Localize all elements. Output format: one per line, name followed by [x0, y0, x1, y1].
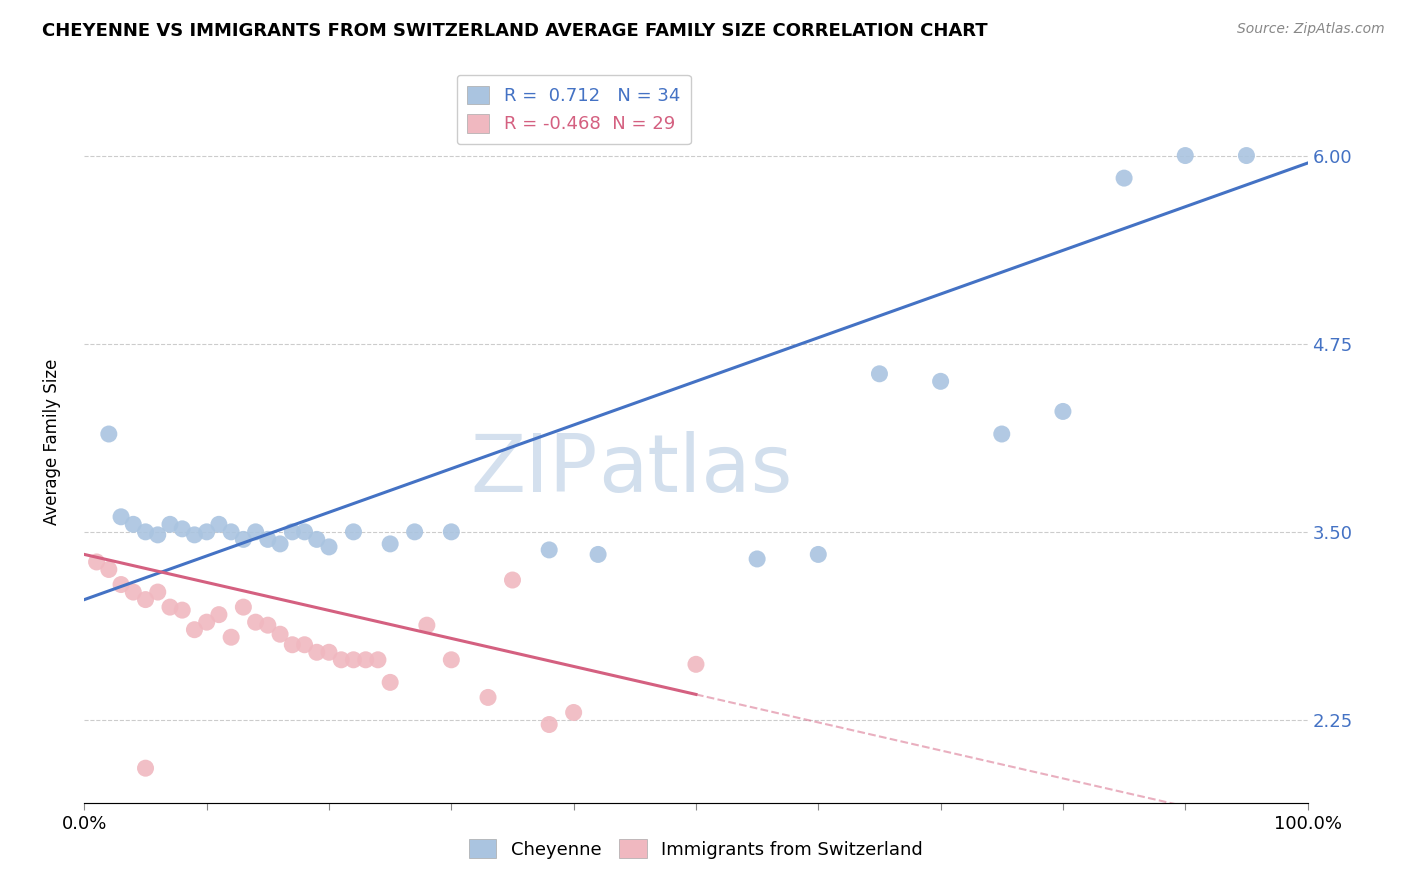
Point [219, 630, 242, 644]
Point [342, 524, 364, 539]
Point [159, 600, 181, 615]
Point [86, 555, 108, 569]
Point [245, 524, 267, 539]
Point [208, 607, 231, 622]
Point [305, 533, 328, 547]
Point [257, 618, 280, 632]
Point [404, 524, 426, 539]
Point [232, 600, 254, 615]
Point [440, 653, 463, 667]
Point [685, 657, 707, 672]
Point [380, 675, 402, 690]
Point [380, 537, 402, 551]
Point [172, 603, 194, 617]
Point [257, 533, 280, 547]
Point [232, 533, 254, 547]
Point [195, 524, 218, 539]
Point [135, 524, 157, 539]
Point [269, 537, 291, 551]
Point [318, 645, 340, 659]
Text: Source: ZipAtlas.com: Source: ZipAtlas.com [1237, 22, 1385, 37]
Point [294, 524, 316, 539]
Point [477, 690, 499, 705]
Point [294, 638, 316, 652]
Y-axis label: Average Family Size: Average Family Size [42, 359, 60, 524]
Point [318, 540, 340, 554]
Point [219, 524, 242, 539]
Point [538, 542, 561, 557]
Point [1174, 148, 1197, 162]
Point [110, 509, 132, 524]
Point [172, 522, 194, 536]
Point [146, 585, 169, 599]
Point [208, 517, 231, 532]
Point [342, 653, 364, 667]
Point [502, 573, 524, 587]
Point [562, 706, 585, 720]
Text: CHEYENNE VS IMMIGRANTS FROM SWITZERLAND AVERAGE FAMILY SIZE CORRELATION CHART: CHEYENNE VS IMMIGRANTS FROM SWITZERLAND … [42, 22, 988, 40]
Point [586, 548, 609, 562]
Text: ZIP: ZIP [471, 432, 598, 509]
Point [929, 374, 952, 388]
Point [97, 427, 120, 442]
Point [1236, 148, 1258, 162]
Point [991, 427, 1014, 442]
Point [195, 615, 218, 630]
Point [135, 761, 157, 775]
Point [416, 618, 439, 632]
Point [747, 552, 769, 566]
Point [1052, 404, 1074, 418]
Point [1114, 171, 1136, 186]
Text: atlas: atlas [598, 432, 793, 509]
Point [146, 528, 169, 542]
Legend: Cheyenne, Immigrants from Switzerland: Cheyenne, Immigrants from Switzerland [463, 832, 929, 866]
Point [367, 653, 389, 667]
Point [135, 592, 157, 607]
Point [281, 524, 304, 539]
Point [183, 528, 205, 542]
Point [122, 517, 145, 532]
Point [807, 548, 830, 562]
Point [110, 577, 132, 591]
Point [281, 638, 304, 652]
Point [269, 627, 291, 641]
Point [440, 524, 463, 539]
Point [354, 653, 377, 667]
Point [305, 645, 328, 659]
Point [183, 623, 205, 637]
Point [159, 517, 181, 532]
Point [869, 367, 891, 381]
Point [97, 562, 120, 576]
Point [245, 615, 267, 630]
Point [122, 585, 145, 599]
Point [330, 653, 353, 667]
Point [538, 717, 561, 731]
